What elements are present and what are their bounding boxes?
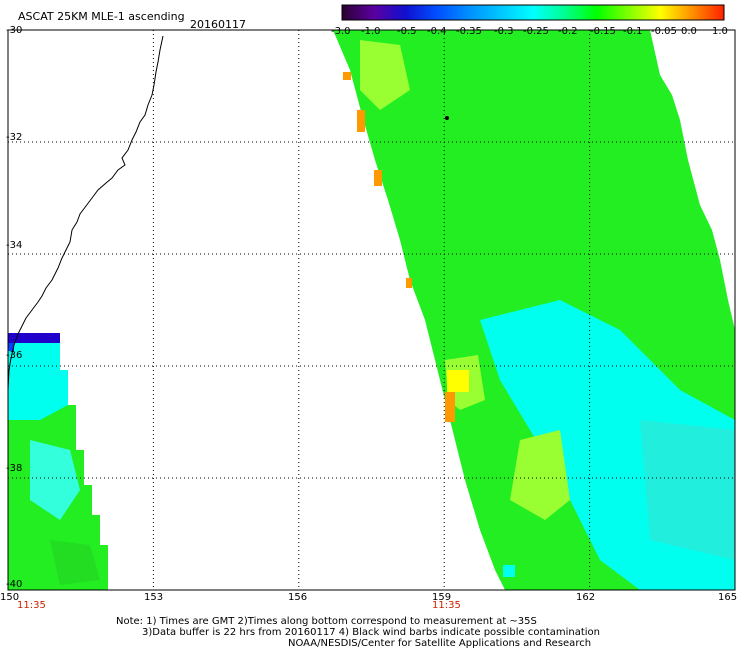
colorbar-label-11: 0.0	[681, 26, 697, 37]
lat-label: -34	[6, 240, 23, 251]
lon-label: 156	[288, 592, 308, 603]
wind-barb-marker	[445, 116, 449, 120]
left-swath	[8, 333, 108, 590]
colorbar-label-4: -0.35	[456, 26, 482, 37]
lon-label: 150	[0, 592, 20, 603]
graticule	[8, 30, 735, 590]
lon-label: 159	[432, 592, 452, 603]
footnotes: Note: 1) Times are GMT 2)Times along bot…	[116, 616, 600, 649]
lon-label: 153	[144, 592, 164, 603]
map-frame	[7, 29, 736, 591]
colorbar-label-10: -0.05	[651, 26, 677, 37]
colorbar-label-3: -0.4	[427, 26, 447, 37]
lat-label: -36	[6, 350, 23, 361]
lon-label: 162	[576, 592, 596, 603]
colorbar-label-8: -0.15	[590, 26, 616, 37]
lat-label: -30	[6, 25, 23, 36]
coastline	[7, 35, 164, 430]
colorbar-label-2: -0.5	[397, 26, 417, 37]
lat-label: -32	[6, 132, 23, 143]
colorbar-label-5: -0.3	[494, 26, 514, 37]
lat-label: -38	[6, 463, 23, 474]
lat-label: -40	[6, 579, 23, 590]
swath-time-label: 11:35	[432, 600, 461, 611]
colorbar-label-0: -3.0	[331, 26, 351, 37]
colorbar-label-9: -0.1	[623, 26, 643, 37]
note-line-2: 3)Data buffer is 22 hrs from 20160117 4)…	[142, 627, 600, 638]
note-line-1: Note: 1) Times are GMT 2)Times along bot…	[116, 616, 537, 627]
lon-label: 165	[718, 592, 738, 603]
swath-time-label: 11:35	[17, 600, 46, 611]
map-title: ASCAT 25KM MLE-1 ascending	[18, 10, 185, 23]
colorbar-label-6: -0.25	[523, 26, 549, 37]
colorbar-label-1: -1.0	[361, 26, 381, 37]
colorbar-label-7: -0.2	[558, 26, 578, 37]
right-swath	[333, 30, 735, 590]
colorbar-label-12: 1.0	[712, 26, 728, 37]
note-line-3: NOAA/NESDIS/Center for Satellite Applica…	[288, 638, 592, 649]
map-date: 20160117	[190, 18, 246, 31]
colorbar-bar	[341, 4, 725, 21]
colorbar	[341, 4, 725, 21]
